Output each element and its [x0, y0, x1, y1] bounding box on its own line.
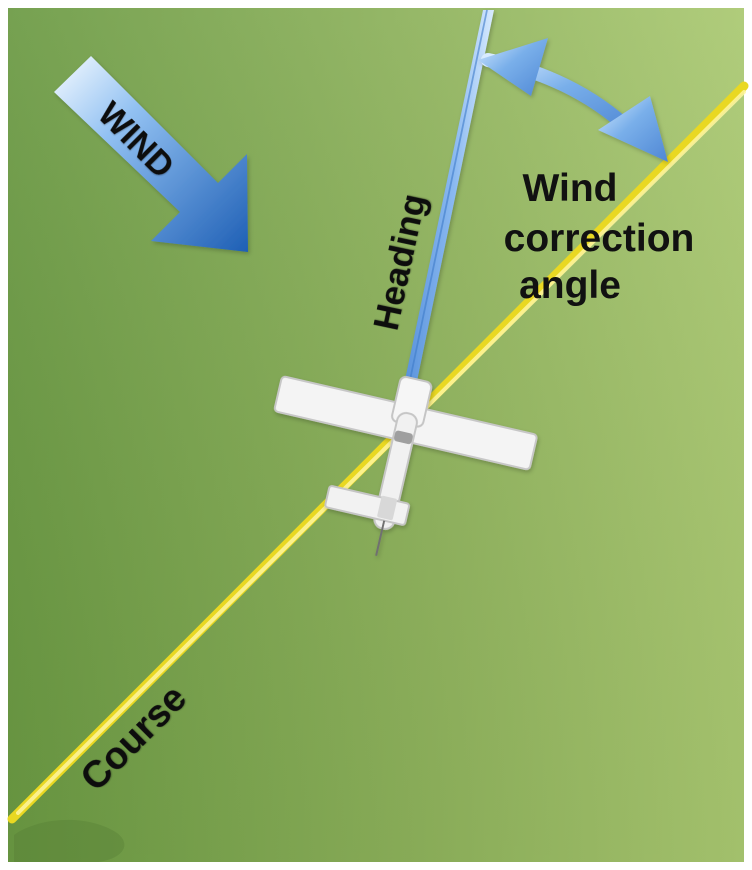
heading-line	[405, 9, 494, 381]
wind-correction-label-line-3: angle	[519, 264, 621, 307]
wind-correction-label-line-2: correction	[504, 217, 695, 260]
bottom-left-shadow	[14, 819, 125, 862]
wind-correction-label-line-1: Wind	[523, 167, 618, 210]
course-line	[7, 81, 749, 824]
wind-correction-angle-arrow	[478, 38, 668, 162]
airplane-icon	[273, 375, 538, 556]
wind-arrow-icon	[54, 56, 248, 252]
